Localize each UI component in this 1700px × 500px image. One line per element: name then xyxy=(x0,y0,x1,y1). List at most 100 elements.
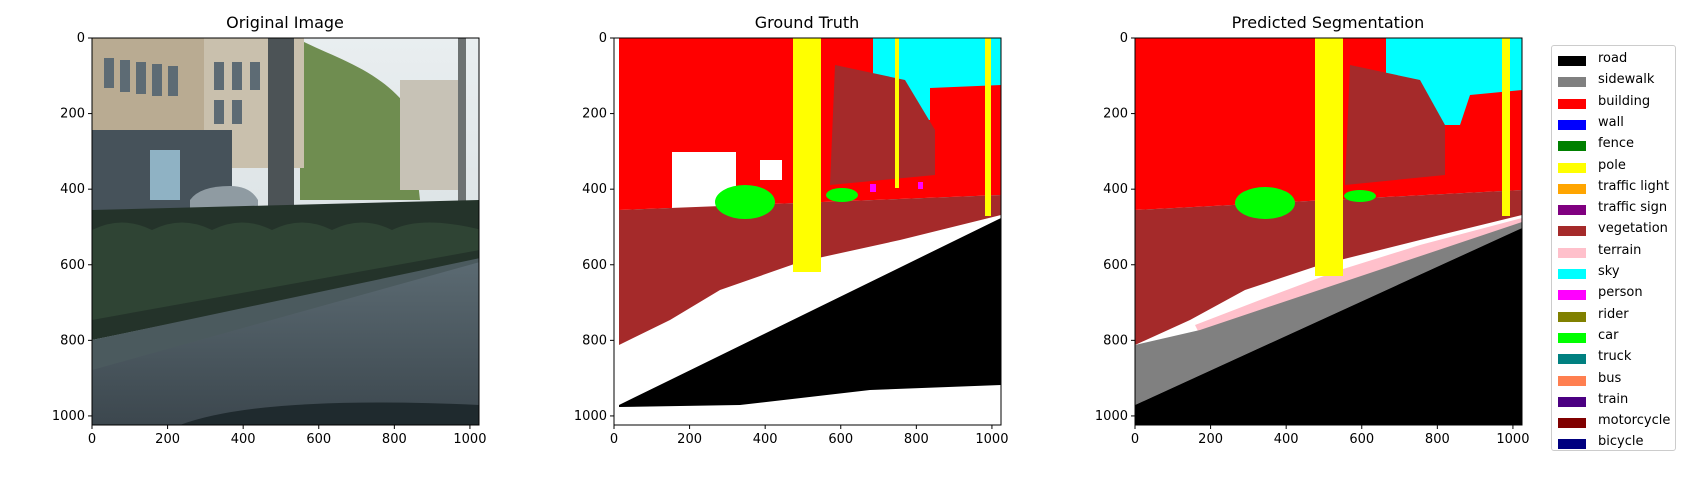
legend-swatch xyxy=(1558,439,1586,450)
y-tick-label: 800 xyxy=(582,333,607,348)
legend-label: road xyxy=(1598,51,1628,66)
legend-item: bus xyxy=(1558,370,1676,390)
legend-label: traffic light xyxy=(1598,178,1670,194)
legend-swatch xyxy=(1558,247,1586,258)
legend-item: traffic sign xyxy=(1558,199,1676,219)
legend-swatch xyxy=(1558,77,1586,88)
legend-label: wall xyxy=(1598,114,1624,130)
legend-swatch xyxy=(1558,141,1586,152)
legend-label: bicycle xyxy=(1598,434,1644,450)
legend-swatch xyxy=(1558,269,1586,279)
ground-truth-segmentation-map xyxy=(614,38,1001,425)
original-street-photo xyxy=(92,38,479,425)
legend-label: bus xyxy=(1598,370,1622,386)
panel-title-ground-truth: Ground Truth xyxy=(755,13,860,32)
legend-label: building xyxy=(1598,93,1651,109)
y-tick-label: 1000 xyxy=(574,409,607,424)
legend-item: motorcycle xyxy=(1558,412,1676,432)
legend-swatch xyxy=(1558,205,1586,216)
panel-title-predicted: Predicted Segmentation xyxy=(1232,13,1425,32)
legend-label: traffic sign xyxy=(1598,200,1668,216)
y-tick-label: 200 xyxy=(1103,107,1128,122)
y-tick-label: 1000 xyxy=(52,409,85,424)
y-tick-label: 200 xyxy=(60,107,85,122)
legend-label: fence xyxy=(1598,136,1634,152)
class-color-legend: road sidewalk building wall fence pole traffic… xyxy=(1551,45,1676,451)
x-tick-label: 200 xyxy=(155,432,180,447)
ground-truth-frame xyxy=(613,37,1002,426)
legend-item: train xyxy=(1558,391,1676,411)
x-tick-label: 800 xyxy=(382,432,407,447)
legend-item: sky xyxy=(1558,263,1676,283)
x-tick-label: 1000 xyxy=(453,432,486,447)
legend-item: building xyxy=(1558,93,1676,113)
y-tick-label: 800 xyxy=(60,333,85,348)
y-tick-label: 600 xyxy=(1103,258,1128,273)
x-tick-label: 800 xyxy=(1425,432,1450,447)
x-tick-label: 400 xyxy=(753,432,778,447)
legend-label: vegetation xyxy=(1598,221,1668,237)
legend-item: rider xyxy=(1558,306,1676,326)
legend-item: sidewalk xyxy=(1558,71,1676,91)
legend-swatch xyxy=(1558,98,1586,109)
legend-label: pole xyxy=(1598,157,1626,173)
legend-swatch xyxy=(1558,183,1586,194)
legend-label: sidewalk xyxy=(1598,72,1655,88)
y-tick-label: 400 xyxy=(1103,182,1128,197)
legend-item: pole xyxy=(1558,157,1676,177)
legend-item: road xyxy=(1558,50,1676,70)
y-tick-label: 400 xyxy=(60,182,85,197)
legend-label: sky xyxy=(1598,264,1620,279)
legend-swatch xyxy=(1558,354,1586,365)
x-tick-label: 0 xyxy=(1131,432,1139,447)
legend-item: truck xyxy=(1558,348,1676,368)
y-tick-label: 200 xyxy=(582,107,607,122)
legend-item: person xyxy=(1558,284,1676,304)
x-tick-label: 400 xyxy=(231,432,256,447)
legend-item: traffic light xyxy=(1558,178,1676,198)
x-tick-label: 600 xyxy=(1349,432,1374,447)
legend-item: vegetation xyxy=(1558,220,1676,240)
predicted-segmentation-frame xyxy=(1134,37,1523,426)
legend-swatch xyxy=(1558,375,1586,386)
legend-label: rider xyxy=(1598,306,1629,322)
legend-swatch xyxy=(1558,332,1586,343)
legend-label: train xyxy=(1598,391,1629,407)
x-tick-label: 1000 xyxy=(1496,432,1529,447)
legend-item: fence xyxy=(1558,135,1676,155)
y-tick-label: 1000 xyxy=(1095,409,1128,424)
y-tick-label: 0 xyxy=(77,31,85,46)
legend-item: terrain xyxy=(1558,242,1676,262)
y-tick-label: 800 xyxy=(1103,333,1128,348)
x-tick-label: 1000 xyxy=(975,432,1008,447)
y-tick-label: 400 xyxy=(582,182,607,197)
legend-swatch xyxy=(1558,311,1586,322)
x-tick-label: 200 xyxy=(677,432,702,447)
legend-label: terrain xyxy=(1598,242,1642,258)
x-tick-label: 0 xyxy=(88,432,96,447)
predicted-segmentation-map xyxy=(1135,38,1522,425)
legend-swatch xyxy=(1558,56,1586,66)
y-tick-label: 600 xyxy=(582,258,607,273)
legend-swatch xyxy=(1558,162,1586,173)
legend-swatch xyxy=(1558,119,1586,130)
legend-swatch xyxy=(1558,226,1586,237)
x-tick-label: 200 xyxy=(1198,432,1223,447)
legend-swatch xyxy=(1558,396,1586,407)
legend-item: wall xyxy=(1558,114,1676,134)
y-tick-label: 0 xyxy=(1120,31,1128,46)
legend-label: person xyxy=(1598,285,1643,301)
legend-label: car xyxy=(1598,327,1619,343)
x-tick-label: 600 xyxy=(828,432,853,447)
legend-item: bicycle xyxy=(1558,433,1676,453)
y-tick-label: 600 xyxy=(60,258,85,273)
legend-item: car xyxy=(1558,327,1676,347)
y-tick-label: 0 xyxy=(599,31,607,46)
panel-title-original: Original Image xyxy=(226,13,344,32)
x-tick-label: 800 xyxy=(904,432,929,447)
x-tick-label: 600 xyxy=(306,432,331,447)
legend-label: truck xyxy=(1598,349,1632,365)
legend-label: motorcycle xyxy=(1598,413,1671,429)
